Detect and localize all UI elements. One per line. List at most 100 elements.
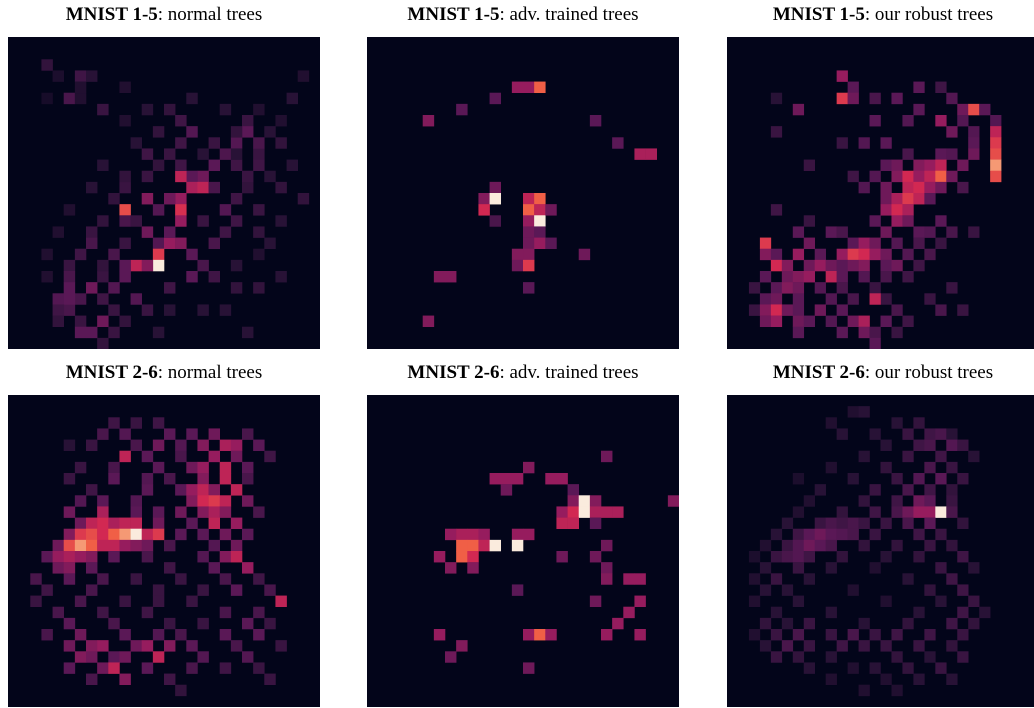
heatmap-cell (152, 439, 165, 452)
heatmap-cell (792, 315, 805, 328)
heatmap-cell (880, 226, 892, 238)
panel-title: MNIST 1-5: adv. trained trees (367, 4, 679, 26)
heatmap-plot (8, 395, 320, 707)
heatmap-svg (748, 70, 1002, 349)
heatmap-cell (175, 506, 187, 518)
heatmap-cell (781, 617, 794, 630)
heatmap-cell (891, 326, 903, 339)
heatmap-cell (108, 473, 120, 485)
heatmap-cell (770, 92, 783, 105)
heatmap-cell (935, 450, 947, 463)
heatmap-cell (119, 204, 131, 216)
heatmap-cell (858, 259, 870, 272)
heatmap-cell (913, 473, 925, 485)
heatmap-cell (825, 562, 837, 574)
heatmap-cell (41, 271, 53, 283)
heatmap-cell (880, 517, 892, 530)
heatmap-cell (990, 170, 1002, 183)
heatmap-cell (781, 259, 794, 272)
heatmap-cell (164, 282, 176, 294)
heatmap-cell (130, 640, 143, 652)
heatmap-cell (164, 226, 176, 238)
heatmap-cell (957, 606, 969, 619)
heatmap-cell (946, 495, 958, 507)
heatmap-cell (534, 81, 546, 94)
heatmap-cell (74, 495, 87, 507)
heatmap-cell (422, 315, 435, 328)
heatmap-cell (130, 215, 143, 227)
heatmap-cell (141, 662, 154, 674)
heatmap-cell (208, 484, 221, 496)
heatmap-cell (264, 450, 276, 463)
heatmap-cell (63, 562, 76, 574)
heatmap-cell (924, 539, 936, 552)
heatmap-cell (197, 215, 209, 227)
heatmap-cell (759, 562, 772, 574)
heatmap-svg (748, 406, 991, 697)
heatmap-cell (63, 506, 76, 518)
panel-title-bold: MNIST 2-6 (65, 362, 158, 383)
heatmap-cell (41, 92, 53, 105)
heatmap-cell (445, 562, 457, 574)
heatmap-cell (803, 617, 816, 630)
heatmap-cell (253, 103, 265, 116)
heatmap-cell (814, 528, 826, 541)
heatmap-cell (86, 237, 98, 250)
heatmap-cell (534, 237, 546, 250)
heatmap-cell (52, 562, 65, 574)
heatmap-cell (219, 204, 232, 216)
heatmap-cell (175, 215, 187, 227)
heatmap-cell (208, 137, 221, 149)
heatmap-cell (130, 573, 143, 585)
heatmap-cell (130, 517, 143, 530)
heatmap-cell (623, 606, 635, 619)
heatmap-cell (825, 651, 837, 663)
heatmap-cell (523, 204, 535, 216)
heatmap-cell (567, 484, 580, 496)
heatmap-cell (41, 248, 53, 261)
heatmap-cell (86, 517, 98, 530)
heatmap-cell (913, 237, 925, 250)
heatmap-cell (847, 315, 859, 328)
heatmap-cell (847, 406, 859, 418)
heatmap-cell (511, 81, 524, 94)
heatmap-cell (242, 170, 254, 183)
heatmap-cell (286, 159, 299, 172)
heatmap-cell (74, 461, 87, 474)
heatmap-cell (601, 629, 613, 641)
panel-title-rest: : normal trees (157, 4, 263, 25)
heatmap-cell (30, 595, 42, 608)
heatmap-cell (935, 428, 947, 440)
heatmap-cell (847, 584, 859, 596)
heatmap-cell (781, 517, 794, 530)
heatmap-cell (814, 539, 826, 552)
heatmap-cell (152, 517, 165, 530)
heatmap-cell (858, 137, 870, 149)
heatmap-cell (935, 473, 947, 485)
heatmap-cell (913, 259, 925, 272)
heatmap-cell (770, 528, 783, 541)
heatmap-cell (968, 148, 980, 160)
heatmap-cell (836, 428, 848, 440)
heatmap-cell (52, 226, 65, 238)
heatmap-cell (186, 484, 198, 496)
heatmap-cell (97, 428, 109, 440)
heatmap-cell (858, 684, 870, 697)
heatmap-cell (803, 495, 816, 507)
heatmap-cell (230, 215, 243, 227)
heatmap-cell (748, 573, 761, 585)
heatmap-cell (467, 528, 479, 541)
panel-title-rest: : adv. trained trees (499, 362, 639, 383)
heatmap-cell (968, 226, 980, 238)
heatmap-cell (242, 115, 254, 127)
heatmap-cell (935, 506, 947, 518)
heatmap-cell (175, 137, 187, 149)
heatmap-cell (858, 181, 870, 194)
heatmap-cell (197, 170, 209, 183)
heatmap-cell (990, 159, 1002, 172)
heatmap-plot (367, 395, 679, 707)
heatmap-cell (825, 293, 837, 305)
heatmap-cell (803, 259, 816, 272)
heatmap-cell (770, 606, 783, 619)
heatmap-cell (792, 629, 805, 641)
